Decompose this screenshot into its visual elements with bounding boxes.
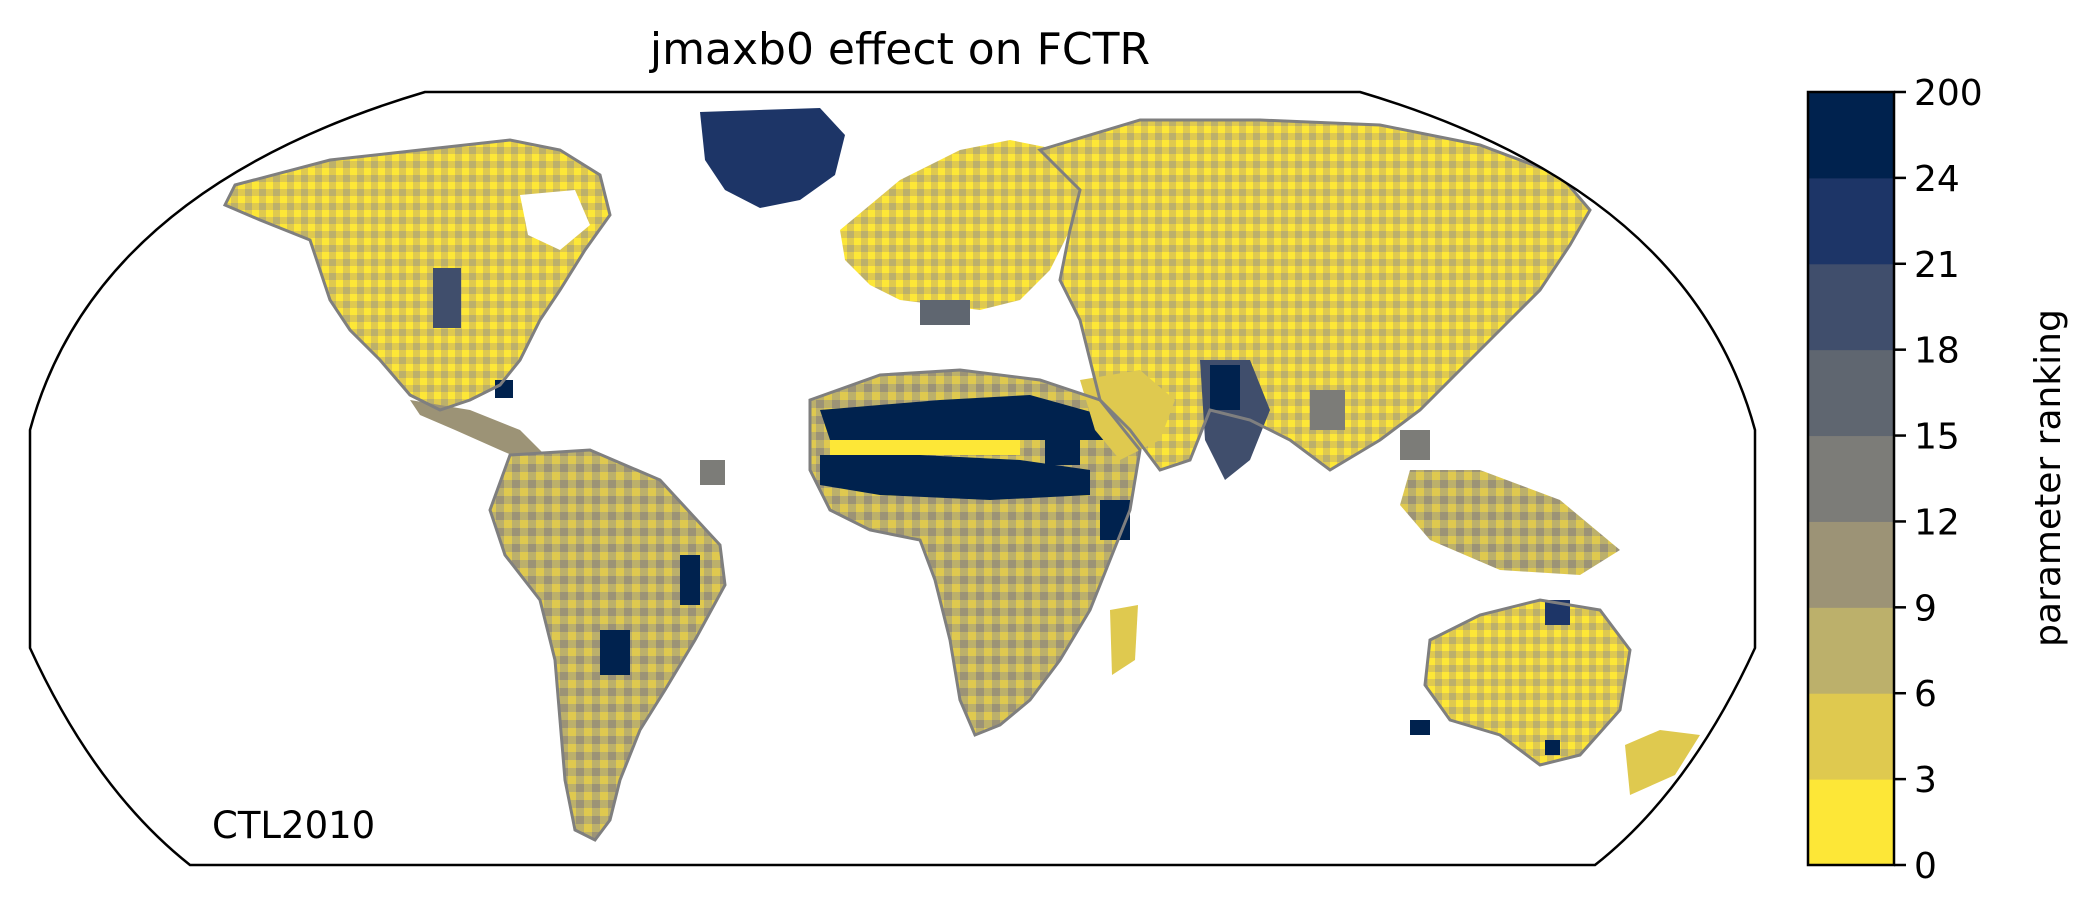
cell-mid-rank: [920, 300, 970, 325]
colorbar-segments: [1808, 92, 1894, 866]
map-boundary: [28, 90, 1757, 867]
cell-high-rank: [1545, 740, 1560, 755]
colorbar-segment: [1808, 693, 1894, 780]
colorbar-tick-label: 9: [1914, 588, 1937, 629]
region-central-america: [410, 400, 545, 465]
region-north-america: [225, 140, 610, 410]
cell-high-rank: [1045, 420, 1080, 465]
colorbar-segment: [1808, 779, 1894, 866]
region-europe: [840, 140, 1080, 310]
coastlines: [222, 118, 1632, 842]
colorbar-tick-label: 18: [1914, 331, 1960, 372]
colorbar-tick-label: 24: [1914, 159, 1960, 200]
colorbar-tick-label: 200: [1914, 73, 1983, 114]
land-cells: [225, 108, 1700, 840]
colorbar-tick-label: 15: [1914, 417, 1960, 458]
region-se-asia: [1400, 470, 1620, 575]
region-sahara-yellow: [830, 440, 1020, 455]
colorbar-tick-label: 6: [1914, 674, 1937, 715]
colorbar-segment: [1808, 607, 1894, 694]
cell-high-rank: [600, 630, 630, 675]
cell-high-rank: [1210, 365, 1240, 410]
region-australia: [1425, 600, 1630, 765]
colorbar-segment: [1808, 349, 1894, 437]
cell-mid-rank: [1400, 430, 1430, 460]
colorbar-tick-label: 0: [1914, 846, 1937, 887]
region-greenland: [700, 108, 845, 208]
cell-high-rank: [680, 555, 700, 605]
cell-mid-rank: [700, 460, 725, 485]
region-new-zealand: [1625, 730, 1700, 795]
colorbar-ticks: 0 3 6 9 12 15 18 21 24 200: [1894, 73, 1983, 887]
colorbar-segment: [1808, 521, 1894, 608]
region-sahara-band-2: [820, 455, 1090, 500]
cell-mid-rank: [1310, 390, 1345, 430]
region-madagascar: [1110, 605, 1138, 675]
colorbar-segment: [1808, 435, 1894, 522]
region-asia: [1040, 120, 1590, 470]
colorbar-tick-label: 21: [1914, 245, 1960, 286]
cell-high-rank: [433, 268, 461, 328]
colorbar-segment: [1808, 263, 1894, 351]
colorbar-frame: [1806, 90, 1896, 867]
run-label: CTL2010: [212, 804, 376, 847]
region-hudson-bay: [520, 190, 590, 250]
cell-high-rank: [1410, 720, 1430, 735]
colorbar-segment: [1808, 177, 1894, 265]
region-arabia: [1080, 370, 1175, 460]
colorbar-label: parameter ranking: [2028, 309, 2069, 647]
colorbar-tick-label: 12: [1914, 502, 1960, 543]
map-title: jmaxb0 effect on FCTR: [649, 24, 1151, 75]
colorbar-segment: [1808, 92, 1894, 179]
colorbar-tick-label: 3: [1914, 760, 1937, 801]
